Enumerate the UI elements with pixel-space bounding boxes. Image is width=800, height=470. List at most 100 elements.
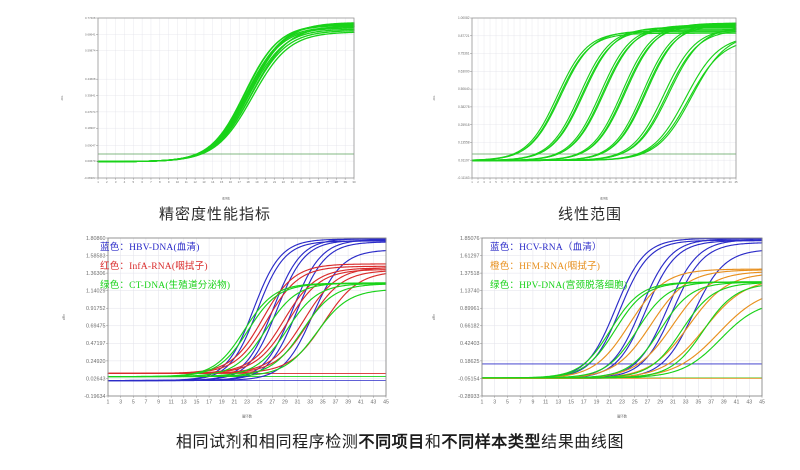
- y-tick-label: 0.02643: [86, 376, 106, 382]
- x-tick-label: 9: [168, 180, 170, 184]
- x-tick-label: 15: [220, 180, 224, 184]
- legend-different-samples: 蓝色：HCV-RNA（血清） 橙色：HFM-RNA(咽拭子) 绿色：HPV-DN…: [490, 243, 628, 301]
- x-tick-label: 28: [335, 180, 339, 184]
- x-tick-label: 13: [555, 399, 561, 405]
- x-tick-label: 43: [746, 399, 752, 405]
- y-tick-label: -0.05154: [458, 376, 479, 382]
- x-tick-label: 7: [144, 399, 147, 405]
- legend-text-hpv: HPV-DNA(宫颈脱落细胞): [519, 280, 628, 291]
- x-tick-label: 7: [507, 180, 509, 184]
- y-tick-label: 0.47197: [86, 341, 106, 347]
- caption-mid: 和: [424, 434, 442, 451]
- x-tick-label: 13: [181, 399, 187, 405]
- chart-different-samples: 1.85076 1.61297 1.37518 1.13740 0.89961 0.661…: [432, 228, 768, 418]
- main-caption: 相同试剂和相同程序检测不同项目和不同样本类型结果曲线图: [0, 428, 800, 452]
- x-tick-label: 5: [132, 399, 135, 405]
- legend-different-items: 蓝色：HBV-DNA(血清) 红色：InfA-RNA(咽拭子) 绿色：CT-DN…: [100, 243, 231, 301]
- x-tick-label: 23: [291, 180, 295, 184]
- linearity-plot: 1.00082 0.87721 0.75361 0.63000 0.50640 0.382…: [432, 16, 738, 201]
- chart-precision: 0.77408 0.68641 0.59874 0.44608 0.35841 0.270…: [60, 4, 360, 200]
- x-tick-label: 15: [568, 399, 574, 405]
- y-tick-label: 0.66182: [460, 324, 480, 330]
- x-tick-label: 8: [159, 180, 161, 184]
- caption-bold-samples: 不同样本类型: [441, 434, 542, 451]
- x-tick-label: 22: [596, 180, 600, 184]
- x-tick-label: 33: [683, 399, 689, 405]
- x-tick-label: 16: [560, 180, 564, 184]
- chart-linearity: 1.00082 0.87721 0.75361 0.63000 0.50640 0.382…: [432, 4, 742, 200]
- x-tick-label: 15: [194, 399, 200, 405]
- y-tick-label: 1.85076: [460, 236, 480, 242]
- y-tick-label: 0.69475: [86, 324, 106, 330]
- x-tick-label: 31: [650, 180, 654, 184]
- legend-row-hcv: 蓝色：HCV-RNA（血清）: [490, 243, 627, 254]
- x-tick-label: 35: [320, 399, 326, 405]
- y-tick-label: -0.28933: [458, 394, 479, 400]
- x-tick-label: 28: [632, 180, 636, 184]
- x-tick-label: 23: [619, 399, 625, 405]
- x-tick-label: 14: [211, 180, 215, 184]
- x-axis-label: 循环数: [617, 414, 628, 419]
- legend-row-infa: 红色：InfA-RNA(咽拭子): [100, 262, 230, 273]
- y-tick-label: -0.08383: [84, 176, 96, 180]
- x-tick-label: 42: [716, 180, 720, 184]
- x-axis-label: 循环数: [222, 197, 230, 201]
- y-tick-label: 0.42403: [460, 341, 480, 347]
- x-tick-label: 12: [536, 180, 540, 184]
- x-tick-label: 39: [698, 180, 702, 184]
- legend-color-label-ct: 绿色：: [100, 280, 130, 291]
- x-tick-label: 21: [590, 180, 594, 184]
- legend-row-ct: 绿色：CT-DNA(生殖道分泌物): [100, 280, 231, 292]
- x-tick-label: 30: [644, 180, 648, 184]
- chart-different-items: 1.80860 1.58583 1.36306 1.14029 0.91752 0.694…: [62, 228, 392, 418]
- x-axis-label: 循环数: [600, 197, 608, 201]
- y-tick-label: 0.38278: [458, 105, 470, 109]
- x-tick-label: 43: [722, 180, 726, 184]
- x-tick-label: 33: [662, 180, 666, 184]
- legend-row-hpv: 绿色：HPV-DNA(宫颈脱落细胞): [490, 280, 628, 292]
- x-tick-label: 25: [614, 180, 618, 184]
- x-tick-label: 3: [483, 180, 485, 184]
- x-tick-label: 43: [370, 399, 376, 405]
- x-tick-label: 18: [572, 180, 576, 184]
- x-tick-label: 30: [352, 180, 356, 184]
- x-tick-label: 4: [124, 180, 126, 184]
- x-tick-label: 5: [506, 399, 509, 405]
- y-tick-label: 0.25918: [458, 123, 470, 127]
- x-tick-label: 19: [255, 180, 259, 184]
- y-tick-label: 1.36306: [86, 271, 106, 277]
- x-tick-label: 13: [542, 180, 546, 184]
- caption-prefix: 相同试剂和相同程序检测: [175, 434, 359, 451]
- x-tick-label: 34: [668, 180, 672, 184]
- x-tick-label: 35: [674, 180, 678, 184]
- x-tick-label: 2: [106, 180, 108, 184]
- x-tick-label: 11: [185, 180, 188, 184]
- x-tick-label: 26: [317, 180, 321, 184]
- x-tick-label: 20: [584, 180, 588, 184]
- legend-color-label-hpv: 绿色：: [490, 280, 520, 291]
- y-tick-label: 0.75361: [458, 52, 470, 56]
- legend-text-ct: CT-DNA(生殖道分泌物): [129, 280, 231, 291]
- y-tick-label: 1.14029: [86, 289, 106, 295]
- x-tick-label: 5: [495, 180, 497, 184]
- x-tick-label: 37: [686, 180, 690, 184]
- x-tick-label: 1: [471, 180, 473, 184]
- x-tick-label: 27: [326, 180, 330, 184]
- x-tick-label: 13: [202, 180, 206, 184]
- x-tick-label: 11: [531, 180, 534, 184]
- x-tick-label: 26: [620, 180, 624, 184]
- x-tick-label: 10: [176, 180, 180, 184]
- x-tick-label: 22: [282, 180, 286, 184]
- x-tick-label: 4: [489, 180, 491, 184]
- caption-suffix: 结果曲线图: [541, 434, 625, 451]
- x-tick-label: 39: [721, 399, 727, 405]
- x-tick-label: 23: [244, 399, 250, 405]
- y-tick-label: 0.18625: [460, 359, 480, 365]
- x-tick-label: 19: [594, 399, 600, 405]
- x-tick-label: 29: [344, 180, 348, 184]
- legend-row-hbv: 蓝色：HBV-DNA(血清): [100, 243, 230, 254]
- x-tick-label: 41: [358, 399, 364, 405]
- y-tick-label: 1.37518: [460, 271, 480, 277]
- x-tick-label: 41: [710, 180, 714, 184]
- x-tick-label: 14: [548, 180, 552, 184]
